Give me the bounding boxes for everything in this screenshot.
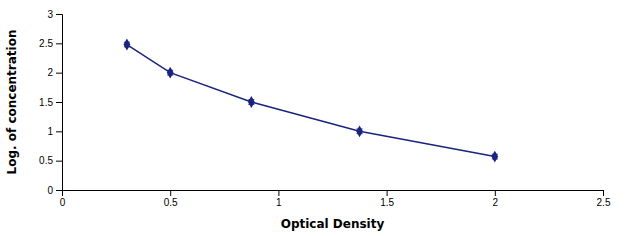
y-tick: 0.5 [39,155,62,166]
line [127,45,495,157]
x-tick-label: 0.5 [164,197,178,208]
y-tick-label: 1 [47,126,53,137]
y-tick-label: 0 [47,185,53,196]
x-tick-label: 2 [493,197,499,208]
y-tick-mark [56,14,62,15]
y-tick-mark [56,73,62,74]
x-tick-label: 0 [60,197,66,208]
y-tick-label: 2 [47,67,53,78]
y-axis: 0 0.5 1 1.5 2 2.5 3 [39,9,62,196]
x-tick: 2.5 [597,190,611,208]
y-tick: 1 [47,126,62,137]
marker [167,67,174,79]
y-tick: 1.5 [39,97,62,108]
y-tick-mark [56,190,62,191]
data-layer [124,39,499,163]
x-tick-mark [495,190,496,196]
x-tick-label: 1.5 [380,197,394,208]
y-tick-mark [56,102,62,103]
x-tick-mark [170,190,171,196]
x-tick-mark [278,190,279,196]
y-tick-mark [56,43,62,44]
x-axis-line [63,191,604,197]
marker [356,125,363,137]
x-tick-label: 2.5 [597,197,611,208]
x-tick: 0.5 [164,190,178,208]
x-tick-mark [603,190,604,196]
marker [248,96,255,108]
marker [491,151,498,163]
y-tick-label: 0.5 [39,155,53,166]
x-tick: 1.5 [380,190,394,208]
chart-container: 0 0.5 1 1.5 2 2.5 0 0.5 1 1.5 2 2.5 3 Optical Density… [0,0,627,236]
y-tick-mark [56,131,62,132]
y-tick: 2.5 [39,38,62,49]
y-axis-title: Log. of concentration [5,30,19,175]
x-tick: 0 [60,190,66,208]
x-tick: 2 [493,190,499,208]
y-tick-label: 3 [47,9,53,20]
y-tick: 2 [47,67,62,78]
x-axis: 0 0.5 1 1.5 2 2.5 [60,190,611,208]
y-tick: 3 [47,9,62,20]
plot: 0 0.5 1 1.5 2 2.5 0 0.5 1 1.5 2 2.5 3 [39,9,611,208]
chart: 0 0.5 1 1.5 2 2.5 0 0.5 1 1.5 2 2.5 3 Optical Density… [0,0,627,236]
x-axis-title: Optical Density [281,217,385,231]
marker [124,39,131,51]
y-tick-mark [56,161,62,162]
y-axis-line [56,15,63,191]
y-tick-label: 2.5 [39,38,53,49]
x-tick-label: 1 [276,197,282,208]
y-tick-label: 1.5 [39,97,53,108]
y-tick: 0 [47,185,62,196]
x-tick: 1 [276,190,282,208]
x-tick-mark [387,190,388,196]
